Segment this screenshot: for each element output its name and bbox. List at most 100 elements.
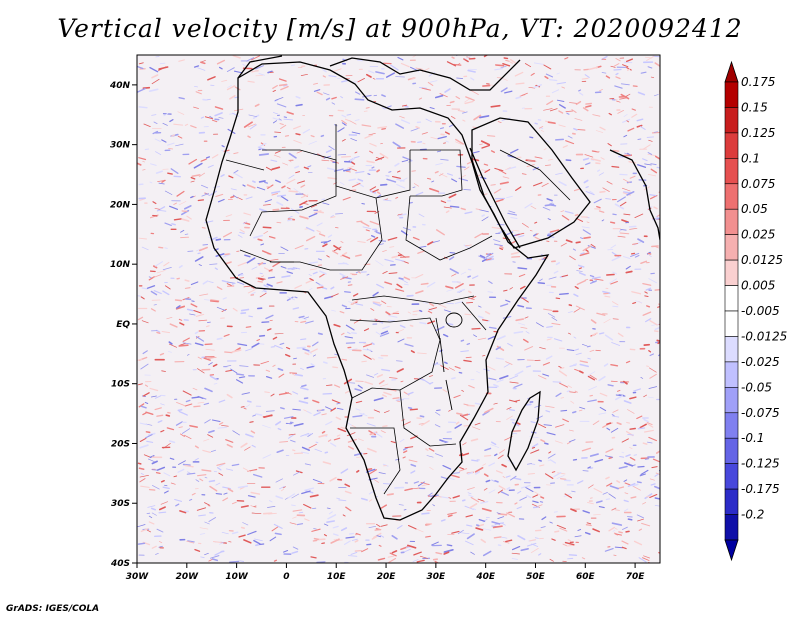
field-speckle xyxy=(425,535,431,538)
field-speckle xyxy=(308,140,318,145)
field-speckle xyxy=(158,545,163,548)
field-speckle xyxy=(342,262,349,266)
field-speckle xyxy=(229,560,240,563)
field-speckle xyxy=(537,281,546,285)
field-speckle xyxy=(288,215,293,219)
field-speckle xyxy=(286,346,291,350)
field-speckle xyxy=(138,383,143,386)
colorbar-label: -0.075 xyxy=(741,406,780,420)
field-speckle xyxy=(412,310,420,313)
field-speckle xyxy=(377,126,388,129)
field-speckle xyxy=(462,442,467,446)
field-speckle xyxy=(508,399,518,403)
field-speckle xyxy=(275,478,283,483)
field-speckle xyxy=(381,107,386,110)
field-speckle xyxy=(197,474,207,477)
field-speckle xyxy=(480,140,491,146)
field-speckle xyxy=(222,231,233,238)
field-speckle xyxy=(179,322,185,326)
field-speckle xyxy=(448,497,452,499)
field-speckle xyxy=(479,254,486,259)
field-speckle xyxy=(517,490,522,494)
field-speckle xyxy=(546,198,553,202)
field-speckle xyxy=(198,246,208,252)
field-speckle xyxy=(354,98,365,101)
field-speckle xyxy=(579,237,584,240)
field-speckle xyxy=(421,512,430,515)
field-speckle xyxy=(157,420,163,423)
field-speckle xyxy=(559,367,565,370)
field-speckle xyxy=(356,456,362,459)
field-speckle xyxy=(568,304,573,307)
field-speckle xyxy=(382,394,387,398)
field-speckle xyxy=(323,239,331,244)
field-speckle xyxy=(385,72,395,78)
field-speckle xyxy=(517,322,526,326)
field-speckle xyxy=(151,78,160,85)
field-speckle xyxy=(488,489,496,494)
field-speckle xyxy=(320,241,328,243)
field-speckle xyxy=(368,132,376,136)
field-speckle xyxy=(322,361,328,364)
field-speckle xyxy=(251,444,256,448)
field-speckle xyxy=(439,127,445,130)
field-speckle xyxy=(347,165,354,169)
field-speckle xyxy=(495,198,504,203)
field-speckle xyxy=(477,337,487,340)
field-speckle xyxy=(421,420,430,426)
field-speckle xyxy=(226,443,233,448)
field-speckle xyxy=(164,285,171,290)
field-speckle xyxy=(457,63,461,66)
field-speckle xyxy=(428,447,435,452)
field-speckle xyxy=(493,536,502,539)
field-speckle xyxy=(571,490,576,493)
field-speckle xyxy=(225,369,233,372)
field-speckle xyxy=(637,164,647,168)
field-speckle xyxy=(459,174,467,179)
field-speckle xyxy=(406,294,414,297)
field-speckle xyxy=(355,400,363,404)
grads-credit: GrADS: IGES/COLA xyxy=(6,604,100,614)
field-speckle xyxy=(306,410,312,414)
field-speckle xyxy=(483,163,489,166)
field-speckle xyxy=(490,444,500,448)
field-speckle xyxy=(524,63,532,68)
field-speckle xyxy=(208,429,215,434)
field-speckle xyxy=(204,387,213,393)
field-speckle xyxy=(395,258,405,262)
field-speckle xyxy=(272,89,276,92)
field-speckle xyxy=(240,526,245,529)
field-speckle xyxy=(231,349,242,353)
field-speckle xyxy=(649,353,654,357)
field-speckle xyxy=(155,471,161,475)
field-speckle xyxy=(298,511,304,514)
field-speckle xyxy=(210,555,220,559)
field-speckle xyxy=(276,281,283,284)
field-speckle xyxy=(341,138,346,142)
colorbar-label: -0.2 xyxy=(741,508,764,522)
field-speckle xyxy=(413,551,422,556)
field-speckle xyxy=(230,188,237,191)
field-speckle xyxy=(614,509,620,511)
field-speckle xyxy=(496,345,505,352)
field-speckle xyxy=(317,210,324,214)
field-speckle xyxy=(398,213,407,217)
field-speckle xyxy=(291,493,300,499)
field-speckle xyxy=(456,412,463,416)
field-speckle xyxy=(152,201,157,205)
field-speckle xyxy=(340,426,347,430)
field-speckle xyxy=(519,285,526,290)
field-speckle xyxy=(628,161,637,164)
field-speckle xyxy=(362,226,372,229)
field-speckle xyxy=(202,280,209,285)
field-speckle xyxy=(493,402,498,405)
field-speckle xyxy=(607,384,614,387)
field-speckle xyxy=(252,180,256,183)
field-speckle xyxy=(336,497,340,500)
field-speckle xyxy=(321,159,330,162)
field-speckle xyxy=(403,450,408,454)
field-speckle xyxy=(182,463,191,466)
field-speckle xyxy=(245,348,253,352)
field-speckle xyxy=(535,233,539,236)
field-speckle xyxy=(382,249,387,252)
